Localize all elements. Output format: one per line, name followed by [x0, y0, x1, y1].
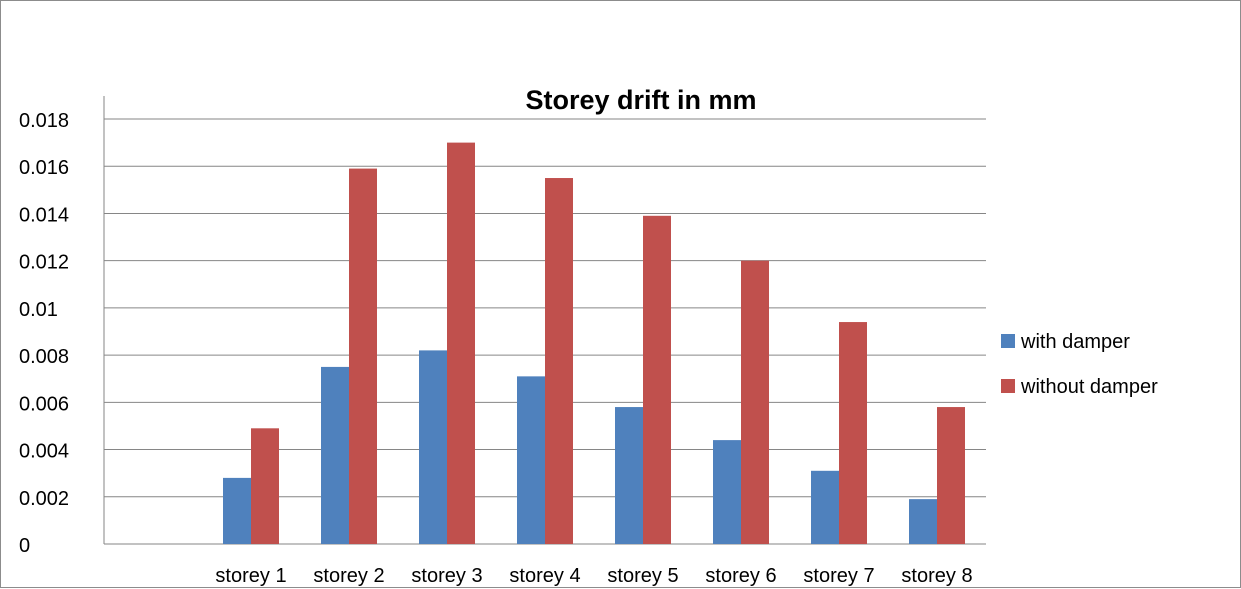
bar-without-damper — [349, 168, 377, 545]
bar-without-damper — [937, 407, 965, 544]
chart-title: Storey drift in mm — [525, 85, 756, 115]
y-tick-label: 0.006 — [19, 393, 69, 415]
y-tick-label: 0.016 — [19, 157, 69, 179]
bar-without-damper — [839, 322, 867, 544]
y-tick-label: 0.008 — [19, 346, 69, 368]
legend-label: with damper — [1020, 331, 1130, 353]
x-axis-labels: storey 1 storey 2 storey 3 storey 4 storey 5… — [215, 565, 972, 587]
legend: with damper without damper — [1001, 331, 1158, 398]
y-tick-label: 0.01 — [19, 299, 58, 321]
y-axis-ticks: 0 0.002 0.004 0.006 0.008 0.01 0.012 0.014 0.016… — [19, 110, 69, 557]
bar-without-damper — [545, 178, 573, 544]
y-tick-label: 0.018 — [19, 110, 69, 132]
x-tick-label: storey 4 — [509, 565, 580, 587]
bar-without-damper — [251, 428, 279, 544]
x-tick-label: storey 3 — [411, 565, 482, 587]
y-tick-label: 0 — [19, 535, 30, 557]
y-tick-label: 0.012 — [19, 252, 69, 274]
legend-swatch — [1001, 379, 1015, 393]
x-tick-label: storey 6 — [705, 565, 776, 587]
y-tick-label: 0.014 — [19, 204, 69, 226]
legend-label: without damper — [1020, 376, 1158, 398]
bar-with-damper — [811, 470, 839, 544]
bar-with-damper — [223, 477, 251, 544]
bars — [223, 142, 965, 545]
x-tick-label: storey 1 — [215, 565, 286, 587]
legend-swatch — [1001, 334, 1015, 348]
bar-with-damper — [909, 499, 937, 544]
bar-with-damper — [419, 350, 447, 544]
bar-with-damper — [615, 407, 643, 544]
bar-without-damper — [741, 260, 769, 544]
x-tick-label: storey 5 — [607, 565, 678, 587]
x-tick-label: storey 7 — [803, 565, 874, 587]
bar-with-damper — [517, 376, 545, 544]
bar-without-damper — [447, 142, 475, 544]
x-tick-label: storey 2 — [313, 565, 384, 587]
bar-with-damper — [321, 366, 349, 544]
y-tick-label: 0.004 — [19, 441, 69, 463]
bar-with-damper — [713, 440, 741, 544]
y-tick-label: 0.002 — [19, 488, 69, 510]
x-tick-label: storey 8 — [901, 565, 972, 587]
bar-without-damper — [643, 215, 671, 545]
